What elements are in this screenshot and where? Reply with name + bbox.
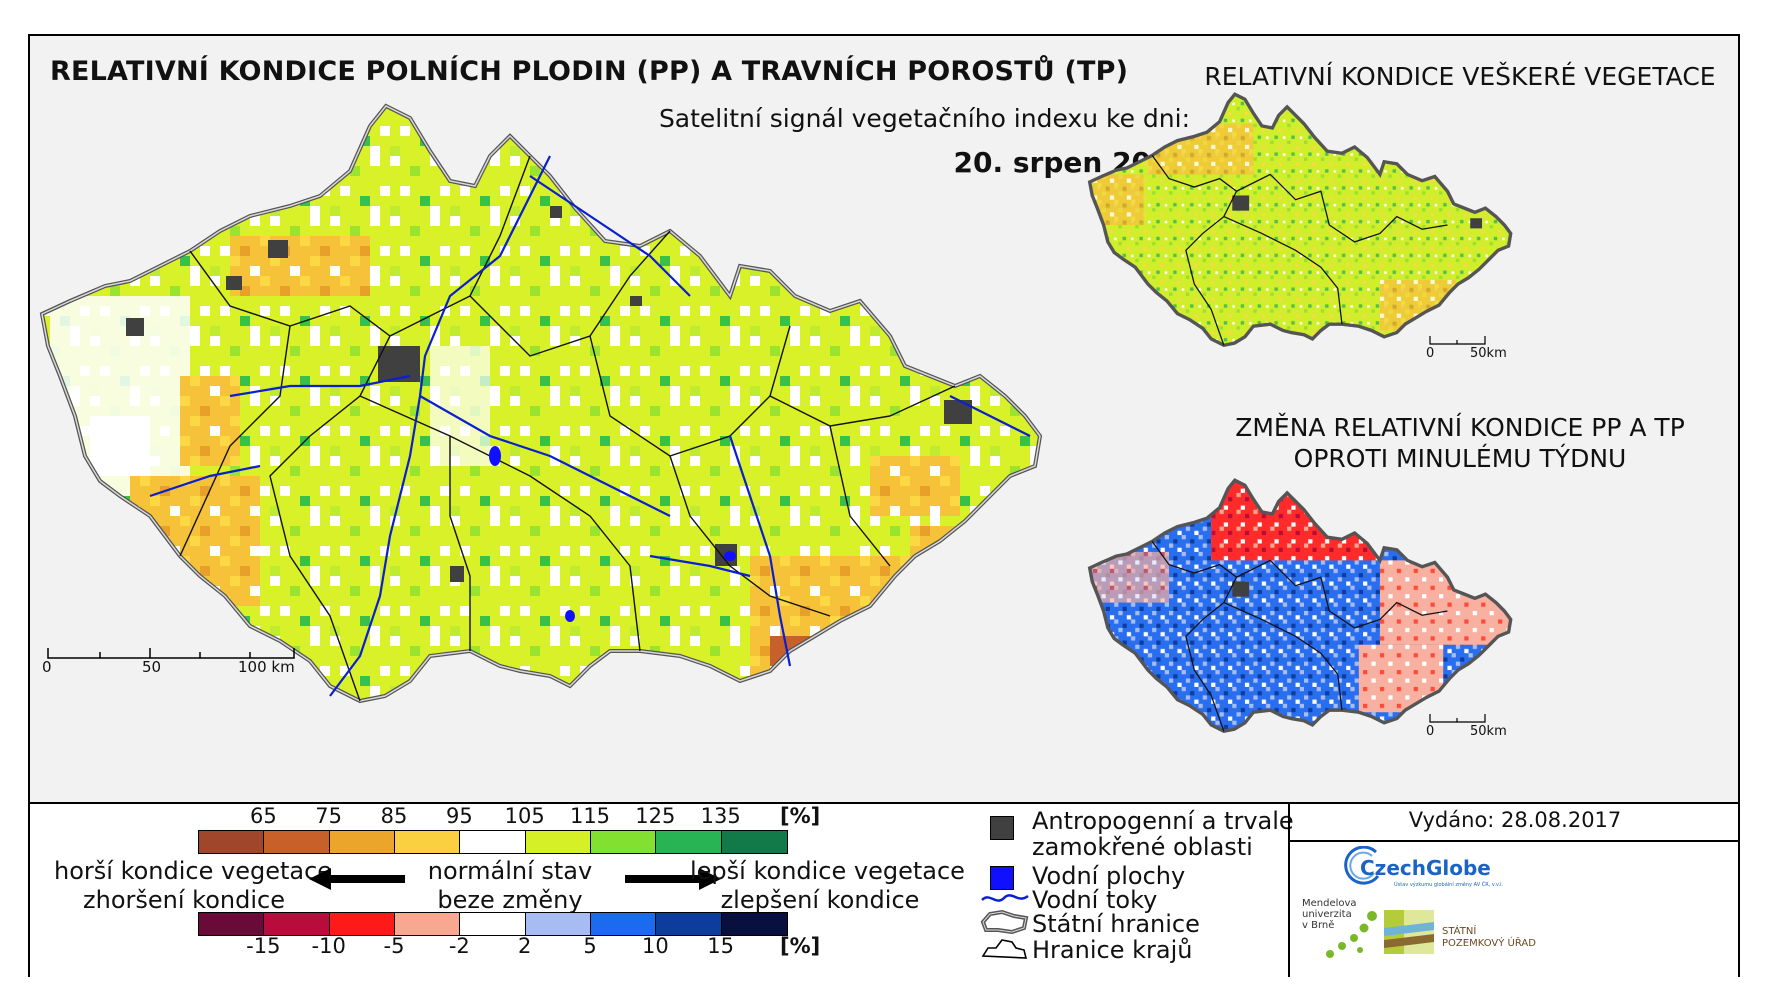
condition-color-7 <box>656 831 722 853</box>
condition-tick-0: 65 <box>249 804 277 828</box>
spu-line1: STÁTNÍ <box>1442 926 1477 937</box>
change-colorbar <box>198 912 788 936</box>
czechglobe-logo-text: CzechGlobe <box>1360 856 1491 880</box>
anthropogenic-symbol <box>990 816 1014 840</box>
main-scale-0: 0 <box>42 658 52 676</box>
condition-color-5 <box>525 831 591 853</box>
condition-color-0 <box>199 831 265 853</box>
change-tick-6: 10 <box>641 934 669 958</box>
river-symbol <box>981 894 1029 902</box>
main-scale-50: 50 <box>142 658 162 676</box>
condition-tick-7: 135 <box>700 804 741 828</box>
spu-line2: POZEMKOVÝ ÚŘAD <box>1442 938 1536 949</box>
right-map-2-title-line2: OPROTI MINULÉMU TÝDNU <box>1293 444 1627 473</box>
change-color-1 <box>264 913 330 935</box>
main-title: RELATIVNÍ KONDICE POLNÍCH PLODIN (PP) A … <box>50 56 1129 87</box>
change-color-0 <box>199 913 265 935</box>
condition-tick-1: 75 <box>315 804 343 828</box>
condition-tick-2: 85 <box>380 804 408 828</box>
normal-description: normální stav beze změny <box>410 857 610 915</box>
right-map-1-scale-bar <box>1429 336 1486 345</box>
condition-tick-4: 105 <box>504 804 545 828</box>
spu-logo-text: STÁTNÍ POZEMKOVÝ ÚŘAD <box>1442 926 1536 950</box>
normal-line1: normální stav <box>427 857 593 885</box>
legend-separator-horizontal <box>1288 840 1738 842</box>
mendel-university-logo-text: Mendelova univerzita v Brně <box>1302 898 1357 931</box>
condition-color-4 <box>460 831 526 853</box>
change-unit: [%] <box>780 934 821 958</box>
legend-separator-vertical <box>1288 804 1290 977</box>
condition-tick-3: 95 <box>445 804 473 828</box>
change-tick-1: -10 <box>311 934 346 958</box>
spu-logo-icon <box>1384 910 1434 954</box>
change-color-8 <box>721 913 787 935</box>
worse-line2: zhoršení kondice <box>83 886 285 914</box>
right-map-2-scale-50: 50km <box>1470 724 1507 739</box>
condition-color-2 <box>329 831 395 853</box>
condition-tick-6: 125 <box>635 804 676 828</box>
mendel-line2: univerzita <box>1302 909 1352 920</box>
mendel-university-dots-icon <box>1326 911 1377 958</box>
anthropogenic-line1: Antropogenní a trvale <box>1032 807 1294 835</box>
water-bodies-label: Vodní plochy <box>1032 862 1186 890</box>
legend-area: 65 75 85 95 105 115 125 135 [%] horší kondice v… <box>30 802 1738 977</box>
worse-line1: horší kondice vegetace <box>54 857 333 885</box>
change-color-3 <box>394 913 461 935</box>
better-line1: lepší kondice vegetace <box>690 857 965 885</box>
change-tick-0: -15 <box>246 934 281 958</box>
right-map-2-scale-0: 0 <box>1426 724 1435 739</box>
czechglobe-logo-icon <box>1344 846 1380 885</box>
right-map-1-scale-50: 50km <box>1470 346 1507 361</box>
water-body-symbol <box>990 866 1014 890</box>
better-line2: zlepšení kondice <box>720 886 920 914</box>
main-scale-100: 100 km <box>238 658 295 676</box>
anthropogenic-line2: zamokřené oblasti <box>1032 833 1253 861</box>
change-color-4 <box>460 913 526 935</box>
normal-line2: beze změny <box>437 886 583 914</box>
czechglobe-subtitle: Ústav výzkumu globální změny AV ČR, v.v.… <box>1394 882 1504 888</box>
change-color-5 <box>525 913 591 935</box>
condition-color-1 <box>264 831 330 853</box>
change-tick-3: -2 <box>448 934 470 958</box>
change-color-2 <box>329 913 395 935</box>
right-map-1-title: RELATIVNÍ KONDICE VEŠKERÉ VEGETACE <box>1204 62 1716 91</box>
condition-color-3 <box>394 831 461 853</box>
region-border-label: Hranice krajů <box>1032 936 1193 964</box>
right-map-2-scale-bar <box>1429 714 1486 723</box>
condition-color-8 <box>721 831 787 853</box>
change-tick-7: 15 <box>707 934 735 958</box>
right-map-1-scale-0: 0 <box>1426 346 1435 361</box>
region-border-symbol <box>981 939 1028 959</box>
subtitle: Satelitní signál vegetačního indexu ke d… <box>658 104 1190 133</box>
mendel-line3: v Brně <box>1302 920 1335 931</box>
change-tick-2: -5 <box>383 934 405 958</box>
worse-description: horší kondice vegetace zhoršení kondice <box>54 857 333 915</box>
condition-unit: [%] <box>780 804 821 828</box>
mendel-line1: Mendelova <box>1302 898 1357 909</box>
map-area: RELATIVNÍ KONDICE POLNÍCH PLODIN (PP) A … <box>30 36 1738 802</box>
right-map-2-title-line1: ZMĚNA RELATIVNÍ KONDICE PP A TP <box>1235 413 1685 442</box>
condition-tick-5: 115 <box>569 804 611 828</box>
rivers-label: Vodní toky <box>1032 886 1158 914</box>
right-map-2-title: ZMĚNA RELATIVNÍ KONDICE PP A TP OPROTI M… <box>1190 412 1730 474</box>
state-border-symbol <box>980 909 1029 935</box>
vegetation-condition-map <box>1087 92 1513 348</box>
map-frame: RELATIVNÍ KONDICE POLNÍCH PLODIN (PP) A … <box>28 34 1740 977</box>
main-scale-bar <box>47 648 295 659</box>
change-color-6 <box>590 913 657 935</box>
change-color-7 <box>656 913 722 935</box>
issued-date: Vydáno: 28.08.2017 <box>1408 808 1622 832</box>
state-border-label: Státní hranice <box>1032 910 1200 938</box>
condition-change-map <box>1087 478 1513 734</box>
direction-arrows <box>309 868 721 890</box>
change-tick-5: 5 <box>583 934 597 958</box>
condition-colorbar <box>198 830 788 854</box>
anthropogenic-label: Antropogenní a trvale zamokřené oblasti <box>1032 808 1294 860</box>
better-description: lepší kondice vegetace zlepšení kondice <box>690 857 965 915</box>
condition-color-6 <box>590 831 657 853</box>
main-map <box>39 103 1043 704</box>
change-tick-4: 2 <box>517 934 532 958</box>
